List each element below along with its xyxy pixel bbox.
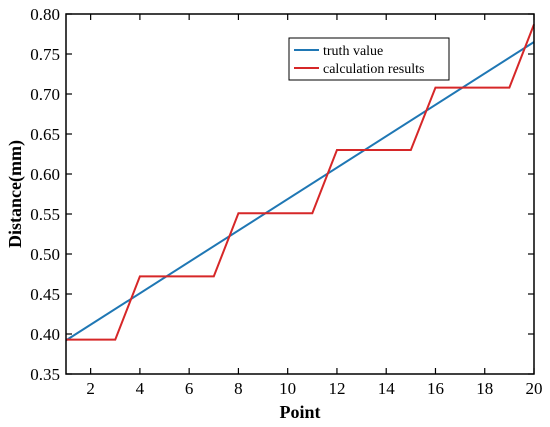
y-tick-label: 0.80 [30, 5, 60, 24]
y-tick-label: 0.60 [30, 165, 60, 184]
x-tick-label: 8 [234, 379, 243, 398]
legend-box [288, 37, 450, 81]
legend: truth value calculation results [288, 37, 450, 81]
y-tick-label: 0.70 [30, 85, 60, 104]
x-tick-label: 6 [185, 379, 194, 398]
x-tick-label: 18 [476, 379, 493, 398]
y-tick-label: 0.50 [30, 245, 60, 264]
legend-label-truth-value: truth value [323, 44, 383, 59]
y-tick-label: 0.75 [30, 45, 60, 64]
x-tick-label: 12 [328, 379, 345, 398]
y-tick-label: 0.55 [30, 205, 60, 224]
x-tick-label: 14 [378, 379, 396, 398]
x-tick-label: 20 [526, 379, 543, 398]
x-axis-label: Point [279, 402, 320, 422]
y-tick-label: 0.65 [30, 125, 60, 144]
y-axis-label: Distance(mm) [5, 140, 26, 248]
x-tick-label: 2 [86, 379, 95, 398]
legend-label-calculation-results: calculation results [323, 62, 424, 77]
x-tick-label: 16 [427, 379, 444, 398]
y-tick-label: 0.45 [30, 285, 60, 304]
tick-labels-layer: 2 4 6 8 10 12 14 16 18 20 0.35 0.40 0.45 0.50 0.55 0.60… [30, 5, 542, 398]
series-line-truth-value [65, 41, 535, 342]
y-tick-label: 0.35 [30, 365, 60, 384]
y-tick-label: 0.40 [30, 325, 60, 344]
x-tick-label: 4 [136, 379, 145, 398]
plot-frame [65, 13, 535, 375]
series-layer [65, 24, 535, 342]
ticks-layer [66, 13, 535, 375]
series-line-calculation-results [66, 24, 535, 341]
x-tick-label: 10 [279, 379, 296, 398]
